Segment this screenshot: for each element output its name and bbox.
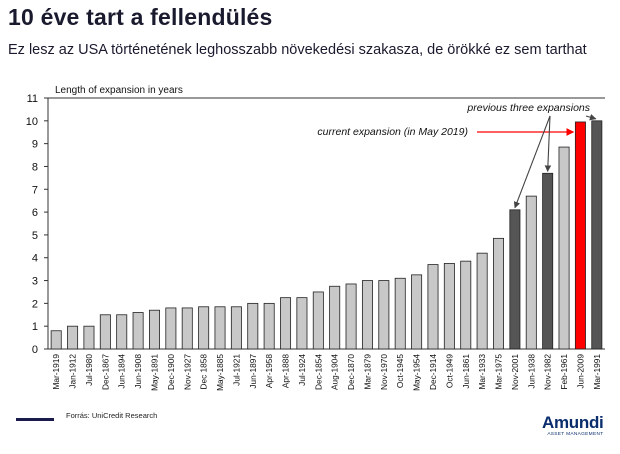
x-tick-label: Jul-1924 xyxy=(297,354,307,386)
x-tick-label: Apr-1958 xyxy=(264,354,274,389)
bar-normal xyxy=(394,277,406,350)
x-tick-label: Dec-1914 xyxy=(428,354,438,390)
bar-normal xyxy=(198,306,210,350)
x-tick-label: Jun-1894 xyxy=(117,354,127,389)
x-tick-label: May-1954 xyxy=(412,354,422,391)
y-tick-label: 9 xyxy=(32,139,38,151)
y-tick-label: 0 xyxy=(32,344,38,356)
x-tick-label: Jun-1861 xyxy=(461,354,471,389)
x-tick-label: Mar-1933 xyxy=(477,354,487,390)
x-tick-label: Dec-1854 xyxy=(313,354,323,390)
x-tick-label: Mar-1879 xyxy=(362,354,372,390)
x-tick-label: Jul-1921 xyxy=(231,354,241,386)
brand-logo: Amundi ASSET MANAGEMENT xyxy=(542,413,604,437)
x-tick-label: Oct-1945 xyxy=(395,354,405,389)
bar-normal xyxy=(493,237,504,350)
x-tick-label: Nov-1927 xyxy=(182,354,192,390)
bar-normal xyxy=(378,280,390,350)
x-tick-label: Apr-1888 xyxy=(281,354,291,389)
x-tick-label: Jul-1980 xyxy=(84,354,94,386)
x-tick-label: Aug-1904 xyxy=(330,354,340,390)
bar-previous xyxy=(591,120,603,350)
y-tick-label: 7 xyxy=(32,184,38,196)
bar-normal xyxy=(116,314,128,350)
x-tick-label: Nov-1982 xyxy=(543,354,553,390)
bar-normal xyxy=(345,283,357,350)
bar-normal xyxy=(427,264,439,350)
y-tick-label: 2 xyxy=(32,298,38,310)
page-title: 10 éve tart a fellendülés xyxy=(8,4,273,30)
y-axis-label: Length of expansion in years xyxy=(55,85,183,96)
bar-normal xyxy=(296,297,308,350)
x-tick-labels: Mar-1919 Jan-1912 Jul-1980 Dec-1867 Jun-1894… xyxy=(51,354,602,391)
bar-normal xyxy=(525,195,537,350)
bar-normal xyxy=(476,252,488,350)
bar-normal xyxy=(181,307,193,350)
y-tick-label: 10 xyxy=(26,116,38,128)
bar-normal xyxy=(558,146,570,350)
x-tick-label: Jun-2009 xyxy=(575,354,585,389)
bar-previous xyxy=(542,172,554,350)
expansion-bar-chart: Length of expansion in years 0 1 2 3 4 5 6 7 8 9 1… xyxy=(26,85,605,391)
bar-normal xyxy=(263,302,275,350)
bar-normal xyxy=(50,330,62,350)
x-tick-label: Oct-1949 xyxy=(444,354,454,389)
x-tick-label: Mar-1919 xyxy=(51,354,61,390)
bar-normal xyxy=(230,306,242,350)
x-tick-label: Jun-1897 xyxy=(248,354,258,389)
x-tick-label: Jun-1938 xyxy=(526,354,536,389)
bar-normal xyxy=(165,307,177,350)
x-tick-label: Feb-1961 xyxy=(559,354,569,390)
x-tick-label: Nov-2001 xyxy=(510,354,520,390)
y-tick-label: 5 xyxy=(32,230,38,242)
bars-group xyxy=(50,120,603,350)
bar-normal xyxy=(280,297,292,350)
bar-normal xyxy=(149,309,160,350)
annotation-previous: previous three expansions xyxy=(466,102,590,114)
bar-normal xyxy=(312,291,324,350)
bar-normal xyxy=(99,314,111,350)
page-subtitle: Ez lesz az USA történetének leghosszabb … xyxy=(8,42,587,58)
bar-normal xyxy=(361,280,373,350)
bar-normal xyxy=(214,306,226,350)
x-tick-label: Dec-1867 xyxy=(100,354,110,390)
y-tick-label: 6 xyxy=(32,207,38,219)
bar-normal xyxy=(411,274,423,350)
x-tick-label: Jan-1912 xyxy=(68,354,78,389)
x-tick-label: Dec 1858 xyxy=(199,354,209,390)
annotation-previous-arrow xyxy=(585,114,597,121)
bar-current xyxy=(574,121,586,350)
source-note: Forrás: UniCredit Research xyxy=(66,411,158,420)
y-tick-label: 4 xyxy=(32,253,38,265)
annotation-previous-arrow xyxy=(544,115,552,172)
bar-normal xyxy=(132,312,144,350)
x-tick-label: Jun-1908 xyxy=(133,354,143,389)
x-tick-label: Mar-1991 xyxy=(592,354,602,390)
x-tick-label: Dec-1870 xyxy=(346,354,356,390)
annotation-current: current expansion (in May 2019) xyxy=(317,126,468,138)
x-tick-label: Mar-1975 xyxy=(494,354,504,390)
bar-normal xyxy=(443,263,455,350)
y-tick-label: 3 xyxy=(32,276,38,288)
annotation-previous-arrow xyxy=(513,115,551,209)
bar-normal xyxy=(67,325,79,350)
x-tick-label: Nov-1970 xyxy=(379,354,389,390)
x-tick-label: May-1885 xyxy=(215,354,225,391)
bar-normal xyxy=(329,285,341,350)
source-rule xyxy=(16,418,54,421)
bar-normal xyxy=(460,260,472,350)
brand-name: Amundi xyxy=(542,413,604,432)
y-tick-label: 8 xyxy=(32,161,38,173)
y-tick-label: 11 xyxy=(27,93,38,105)
bar-normal xyxy=(247,302,259,350)
x-tick-label: Dec-1900 xyxy=(166,354,176,390)
y-tick-label: 1 xyxy=(32,321,38,333)
bar-normal xyxy=(83,325,95,350)
bar-previous xyxy=(509,209,521,350)
x-tick-label: May-1891 xyxy=(149,354,159,391)
brand-tagline: ASSET MANAGEMENT xyxy=(547,432,604,437)
annotations-group: current expansion (in May 2019) previous … xyxy=(317,102,597,209)
